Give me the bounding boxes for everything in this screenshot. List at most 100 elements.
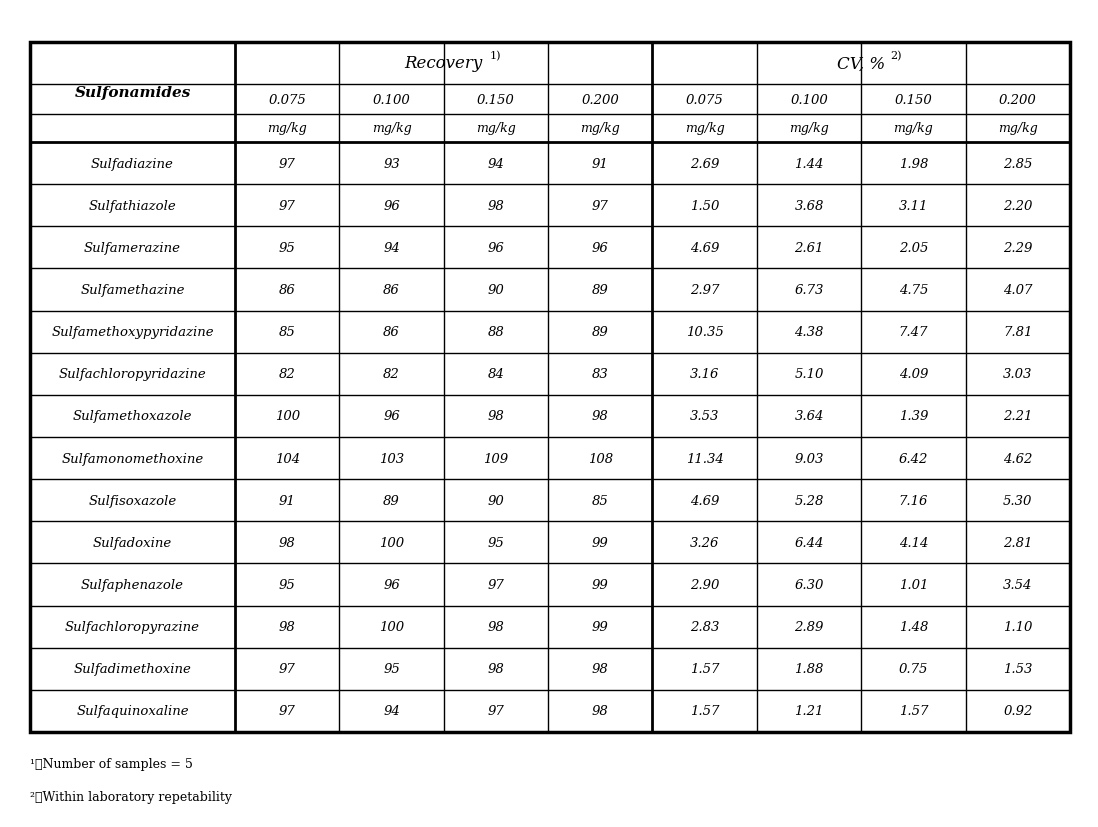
Text: Sulfamonomethoxine: Sulfamonomethoxine bbox=[61, 452, 203, 465]
Text: 1.57: 1.57 bbox=[899, 705, 928, 718]
Text: 88: 88 bbox=[488, 326, 504, 339]
Text: 2.05: 2.05 bbox=[899, 241, 928, 255]
Text: 85: 85 bbox=[279, 326, 295, 339]
Text: Sulfachloropyridazine: Sulfachloropyridazine bbox=[58, 368, 206, 380]
Text: 93: 93 bbox=[383, 157, 400, 170]
Text: 85: 85 bbox=[592, 494, 608, 507]
Text: 0.150: 0.150 bbox=[895, 93, 932, 107]
Text: 0.200: 0.200 bbox=[999, 93, 1037, 107]
Text: mg/kg: mg/kg bbox=[267, 122, 307, 136]
Text: Sulfaquinoxaline: Sulfaquinoxaline bbox=[76, 705, 189, 718]
Text: 4.07: 4.07 bbox=[1004, 284, 1032, 297]
Text: 9.03: 9.03 bbox=[794, 452, 824, 465]
Text: 0.075: 0.075 bbox=[268, 93, 306, 107]
Text: 89: 89 bbox=[592, 284, 608, 297]
Text: 1.48: 1.48 bbox=[899, 620, 928, 633]
Text: 108: 108 bbox=[587, 452, 613, 465]
Text: 7.16: 7.16 bbox=[899, 494, 928, 507]
Text: 3.64: 3.64 bbox=[794, 410, 824, 423]
Text: 6.44: 6.44 bbox=[794, 536, 824, 549]
Text: 2): 2) bbox=[890, 50, 901, 61]
Text: 4.09: 4.09 bbox=[899, 368, 928, 380]
Text: 0.75: 0.75 bbox=[899, 662, 928, 676]
Text: 103: 103 bbox=[379, 452, 404, 465]
Text: 0.150: 0.150 bbox=[477, 93, 515, 107]
Text: 5.28: 5.28 bbox=[794, 494, 824, 507]
Text: 96: 96 bbox=[488, 241, 504, 255]
Text: 6.30: 6.30 bbox=[794, 578, 824, 591]
Text: Sulfachloropyrazine: Sulfachloropyrazine bbox=[65, 620, 200, 633]
Text: 82: 82 bbox=[279, 368, 295, 380]
Text: mg/kg: mg/kg bbox=[372, 122, 412, 136]
Text: Sulfonamides: Sulfonamides bbox=[75, 86, 191, 100]
Text: 1.53: 1.53 bbox=[1004, 662, 1032, 676]
Text: 97: 97 bbox=[279, 157, 295, 170]
Text: 95: 95 bbox=[279, 241, 295, 255]
Text: 0.100: 0.100 bbox=[372, 93, 411, 107]
Text: 96: 96 bbox=[383, 578, 400, 591]
Text: 2.97: 2.97 bbox=[690, 284, 719, 297]
Text: 1.21: 1.21 bbox=[794, 705, 824, 718]
Text: 2.85: 2.85 bbox=[1004, 157, 1032, 170]
Text: 3.26: 3.26 bbox=[690, 536, 719, 549]
Text: 97: 97 bbox=[488, 578, 504, 591]
Text: 98: 98 bbox=[488, 620, 504, 633]
Text: 98: 98 bbox=[592, 662, 608, 676]
Text: 89: 89 bbox=[383, 494, 400, 507]
Text: 3.68: 3.68 bbox=[794, 199, 824, 213]
Text: 4.38: 4.38 bbox=[794, 326, 824, 339]
Text: 2.83: 2.83 bbox=[690, 620, 719, 633]
Text: 2.21: 2.21 bbox=[1004, 410, 1032, 423]
Text: 2.29: 2.29 bbox=[1004, 241, 1032, 255]
Text: 95: 95 bbox=[383, 662, 400, 676]
Text: 3.11: 3.11 bbox=[899, 199, 928, 213]
Text: 89: 89 bbox=[592, 326, 608, 339]
Text: 94: 94 bbox=[488, 157, 504, 170]
Text: 97: 97 bbox=[592, 199, 608, 213]
Text: 0.92: 0.92 bbox=[1004, 705, 1032, 718]
Text: 2.90: 2.90 bbox=[690, 578, 719, 591]
Text: 11.34: 11.34 bbox=[686, 452, 724, 465]
Text: 96: 96 bbox=[592, 241, 608, 255]
Text: 1): 1) bbox=[490, 50, 502, 61]
Text: 4.69: 4.69 bbox=[690, 241, 719, 255]
Text: 99: 99 bbox=[592, 620, 608, 633]
Text: Sulfadoxine: Sulfadoxine bbox=[93, 536, 172, 549]
Text: 82: 82 bbox=[383, 368, 400, 380]
Text: 1.98: 1.98 bbox=[899, 157, 928, 170]
Text: 1.39: 1.39 bbox=[899, 410, 928, 423]
Text: Sulfadimethoxine: Sulfadimethoxine bbox=[74, 662, 191, 676]
Text: 104: 104 bbox=[274, 452, 300, 465]
Text: 4.14: 4.14 bbox=[899, 536, 928, 549]
Text: 91: 91 bbox=[592, 157, 608, 170]
Text: 5.30: 5.30 bbox=[1004, 494, 1032, 507]
Text: mg/kg: mg/kg bbox=[998, 122, 1038, 136]
Text: 0.200: 0.200 bbox=[582, 93, 619, 107]
Text: 0.075: 0.075 bbox=[686, 93, 724, 107]
Text: 4.69: 4.69 bbox=[690, 494, 719, 507]
Text: 96: 96 bbox=[383, 199, 400, 213]
Text: 97: 97 bbox=[279, 662, 295, 676]
Text: 10.35: 10.35 bbox=[686, 326, 724, 339]
Text: 7.47: 7.47 bbox=[899, 326, 928, 339]
Text: 1.57: 1.57 bbox=[690, 705, 719, 718]
Text: 97: 97 bbox=[279, 199, 295, 213]
Text: 96: 96 bbox=[383, 410, 400, 423]
Text: 98: 98 bbox=[592, 410, 608, 423]
Text: 98: 98 bbox=[488, 199, 504, 213]
Text: 91: 91 bbox=[279, 494, 295, 507]
Text: 90: 90 bbox=[488, 494, 504, 507]
Text: 98: 98 bbox=[279, 536, 295, 549]
Text: Sulfamethazine: Sulfamethazine bbox=[80, 284, 184, 297]
Text: 6.42: 6.42 bbox=[899, 452, 928, 465]
Text: 0.100: 0.100 bbox=[791, 93, 828, 107]
Text: 1.01: 1.01 bbox=[899, 578, 928, 591]
Text: Recovery: Recovery bbox=[405, 55, 483, 73]
Text: CV, %: CV, % bbox=[837, 55, 885, 73]
Text: 1.57: 1.57 bbox=[690, 662, 719, 676]
Text: 3.53: 3.53 bbox=[690, 410, 719, 423]
Text: Sulfamerazine: Sulfamerazine bbox=[85, 241, 181, 255]
Text: 2.81: 2.81 bbox=[1004, 536, 1032, 549]
Text: 100: 100 bbox=[379, 620, 404, 633]
Text: 100: 100 bbox=[379, 536, 404, 549]
